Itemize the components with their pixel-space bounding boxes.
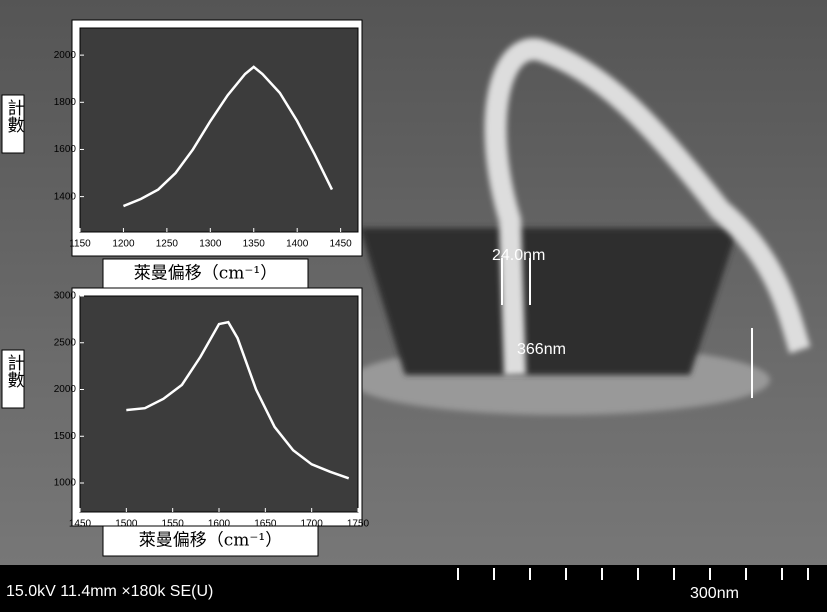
spectrum-line	[126, 320, 350, 480]
x-tick-label: 1200	[112, 239, 135, 250]
y-tick-label: 1000	[54, 478, 77, 489]
y-axis-label: 計數	[4, 354, 25, 388]
y-tick-label: 2000	[54, 50, 77, 61]
x-tick-label: 1600	[208, 519, 231, 530]
width-label: 24.0nm	[492, 247, 545, 264]
y-label-box	[1, 349, 25, 409]
scale-label: 300nm	[690, 585, 739, 602]
x-tick-label: 1250	[156, 239, 179, 250]
x-tick-label: 1350	[243, 239, 266, 250]
info-text: 15.0kV 11.4mm ×180k SE(U)	[6, 583, 213, 600]
y-tick-label: 1600	[54, 144, 77, 155]
x-label-box	[102, 525, 319, 557]
x-tick-label: 1400	[286, 239, 309, 250]
y-label-box	[1, 94, 25, 154]
plot-area	[79, 27, 359, 233]
y-axis-label: 計數	[4, 99, 25, 133]
x-axis-label: 萊曼偏移（cm⁻¹）	[134, 264, 277, 284]
x-tick-label: 1500	[115, 519, 138, 530]
y-tick-label: 1400	[54, 191, 77, 202]
y-tick-label: 1800	[54, 97, 77, 108]
height-label: 366nm	[517, 341, 566, 358]
trench	[360, 228, 738, 375]
arch	[484, 38, 811, 376]
y-tick-label: 2500	[54, 337, 77, 348]
y-tick-label: 2000	[54, 384, 77, 395]
x-axis-label: 萊曼偏移（cm⁻¹）	[139, 531, 282, 551]
x-tick-label: 1150	[69, 239, 91, 250]
info-bar	[0, 565, 827, 612]
scale-ticks	[457, 568, 809, 580]
x-tick-label: 1750	[347, 519, 370, 530]
x-tick-label: 1700	[301, 519, 324, 530]
x-label-box	[102, 258, 309, 290]
x-tick-label: 1650	[254, 519, 277, 530]
plot-area	[79, 295, 359, 513]
x-tick-label: 1550	[162, 519, 185, 530]
x-tick-label: 1450	[330, 239, 353, 250]
spectrum-line	[122, 65, 334, 208]
x-tick-label: 1450	[69, 519, 92, 530]
y-tick-label: 1500	[54, 431, 77, 442]
y-tick-label: 3000	[54, 291, 77, 302]
x-tick-label: 1300	[199, 239, 222, 250]
